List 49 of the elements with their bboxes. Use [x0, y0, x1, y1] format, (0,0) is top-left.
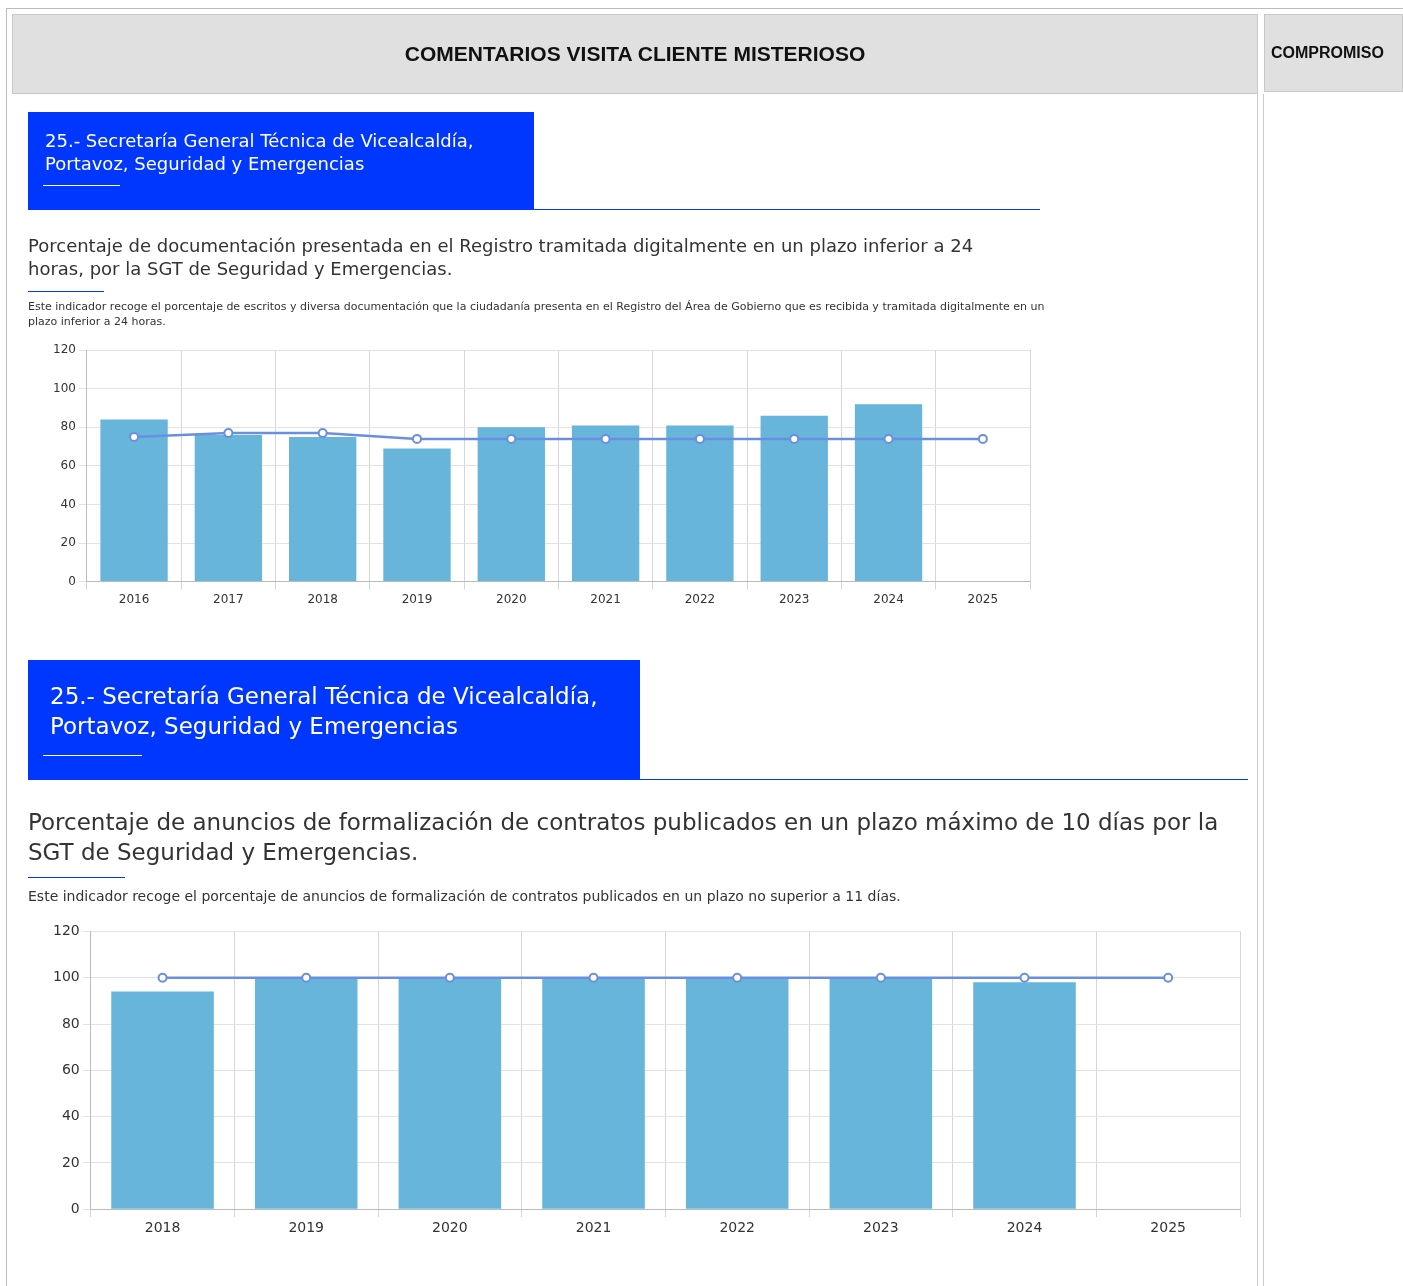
x-tick-label: 2020 [432, 1219, 468, 1236]
bar [100, 419, 168, 582]
y-tick-label: 80 [60, 419, 76, 434]
y-tick-label: 120 [52, 922, 80, 939]
x-tick-label: 2018 [307, 591, 338, 606]
y-tick-label: 60 [60, 458, 76, 473]
y-tick-label: 100 [53, 380, 76, 395]
x-tick-label: 2025 [967, 591, 999, 606]
chart-title: 25.- Secretaría General Técnica de Vicealcaldía, Portavoz, Seguridad y Emergencias [28, 112, 534, 210]
bar [289, 436, 357, 582]
y-tick-label: 60 [61, 1060, 80, 1077]
x-tick-label: 2018 [144, 1219, 181, 1236]
y-tick-label: 80 [61, 1014, 80, 1031]
x-tick-label: 2022 [719, 1219, 756, 1236]
y-tick-label: 120 [53, 342, 76, 357]
chart-title: 25.- Secretaría General Técnica de Vicealcaldía, Portavoz, Seguridad y Emergencias [28, 660, 640, 780]
x-tick-label: 2019 [401, 591, 433, 606]
x-tick-label: 2017 [213, 591, 244, 606]
y-tick-label: 20 [61, 1153, 80, 1170]
text: COMENTARIOS VISITA CLIENTE MISTERIOSO [12, 14, 1258, 94]
bar [477, 427, 545, 582]
text: COMPROMISO [1264, 14, 1403, 92]
y-tick-label: 40 [60, 496, 76, 511]
x-tick-label: 2021 [590, 591, 621, 606]
y-tick-label: 40 [61, 1107, 80, 1124]
x-tick-label: 2020 [496, 591, 527, 606]
y-tick-label: 0 [68, 573, 76, 588]
x-tick-label: 2019 [288, 1219, 325, 1236]
bar [571, 425, 640, 582]
y-tick-label: 100 [52, 968, 80, 985]
x-tick-label: 2016 [118, 591, 150, 606]
x-tick-label: 2022 [684, 591, 716, 606]
x-tick-label: 2023 [863, 1219, 899, 1236]
chart-subtitle: Porcentaje de anuncios de formalización de contratos publicados en un plazo máximo de 10 días por la SGT de Seguridad y Emergencias. [28, 808, 1220, 867]
bar [666, 425, 734, 582]
text: Este indicador recoge el porcentaje de escritos y diversa documentación que la ciudadanía presenta en el Registro del Área de Gobierno que es recibida y tramitada digitalmente en un plazo inferior a 24 horas. [28, 300, 1046, 330]
bar [194, 435, 263, 582]
bar [383, 448, 451, 582]
x-tick-label: 2024 [1006, 1219, 1043, 1236]
x-tick-label: 2025 [1150, 1219, 1186, 1236]
x-tick-label: 2024 [873, 591, 904, 606]
bar [760, 415, 828, 582]
x-tick-label: 2023 [778, 591, 810, 606]
text: Este indicador recoge el porcentaje de anuncios de formalización de contratos publicados en un plazo no superior a 11 días. [28, 887, 902, 906]
x-tick-label: 2021 [575, 1219, 612, 1236]
bar [854, 404, 923, 582]
y-tick-label: 20 [60, 535, 76, 550]
chart-subtitle: Porcentaje de documentación presentada en el Registro tramitada digitalmente en un plazo inferior a 24 horas, por la SGT de Seguridad y Emergencias. [28, 234, 975, 281]
y-tick-label: 0 [70, 1199, 80, 1216]
